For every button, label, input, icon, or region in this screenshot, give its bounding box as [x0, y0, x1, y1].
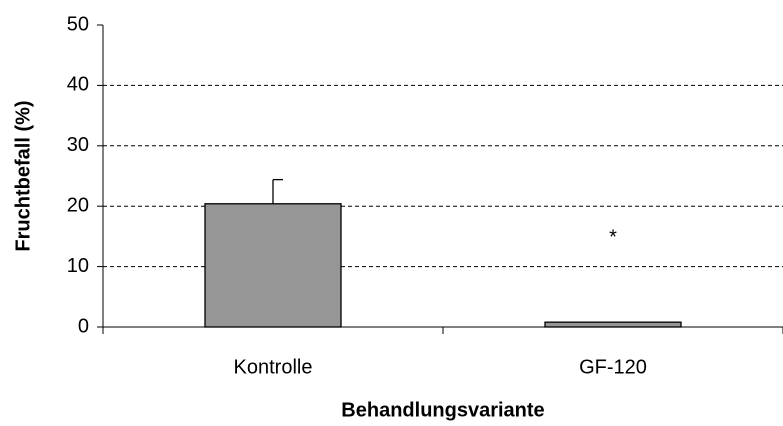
- y-tick-label: 20: [67, 194, 89, 216]
- y-tick-label: 0: [78, 315, 89, 337]
- y-tick-label: 40: [67, 74, 89, 96]
- y-tick-label: 50: [67, 13, 89, 35]
- x-axis-title: Behandlungsvariante: [341, 399, 544, 421]
- annotation: *: [609, 226, 617, 248]
- x-tick-label: GF-120: [579, 356, 647, 378]
- bar: [544, 321, 682, 328]
- bar: [204, 203, 342, 328]
- y-tick-label: 30: [67, 134, 89, 156]
- y-axis-title: Fruchtbefall (%): [12, 100, 34, 251]
- x-tick-label: Kontrolle: [234, 356, 313, 378]
- y-tick-label: 10: [67, 255, 89, 277]
